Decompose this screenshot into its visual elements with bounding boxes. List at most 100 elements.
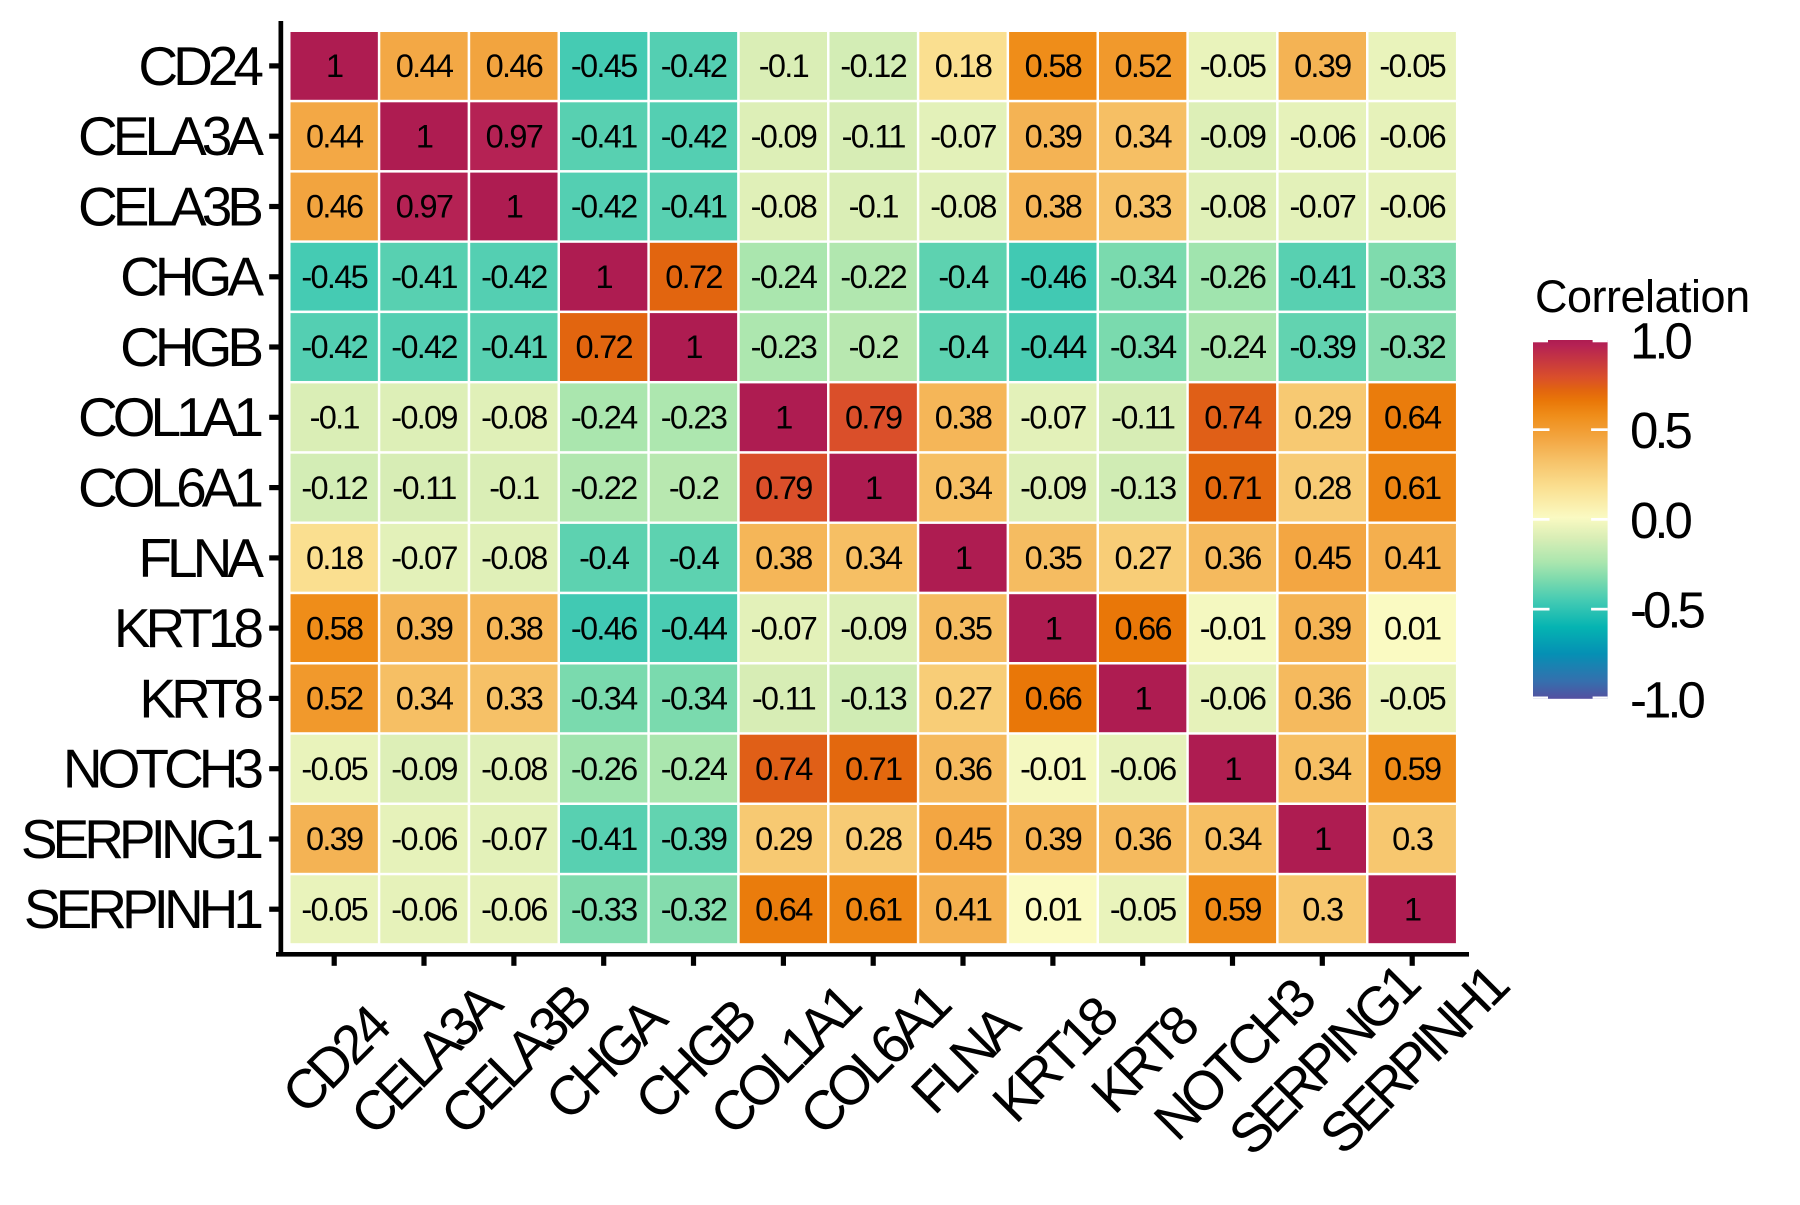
svg-text:0.58: 0.58 bbox=[1025, 48, 1082, 84]
svg-text:-0.23: -0.23 bbox=[661, 400, 727, 436]
svg-text:0.41: 0.41 bbox=[935, 891, 992, 927]
svg-text:-0.24: -0.24 bbox=[571, 400, 638, 436]
svg-text:0.58: 0.58 bbox=[306, 610, 363, 646]
svg-text:1: 1 bbox=[1135, 681, 1152, 717]
svg-text:-0.07: -0.07 bbox=[481, 821, 547, 857]
svg-text:1: 1 bbox=[1045, 610, 1062, 646]
svg-text:-0.09: -0.09 bbox=[751, 118, 817, 154]
svg-text:-0.22: -0.22 bbox=[571, 470, 637, 506]
svg-text:0.01: 0.01 bbox=[1025, 891, 1082, 927]
svg-text:-0.26: -0.26 bbox=[571, 751, 637, 787]
svg-text:-0.09: -0.09 bbox=[840, 610, 906, 646]
svg-text:-0.05: -0.05 bbox=[1379, 681, 1445, 717]
svg-text:-0.11: -0.11 bbox=[392, 470, 456, 506]
svg-text:0.59: 0.59 bbox=[1384, 751, 1441, 787]
svg-text:-0.07: -0.07 bbox=[751, 610, 817, 646]
svg-text:COL1A1: COL1A1 bbox=[78, 386, 261, 448]
svg-text:-0.08: -0.08 bbox=[930, 189, 996, 225]
svg-text:CD24: CD24 bbox=[138, 35, 262, 97]
svg-text:0.46: 0.46 bbox=[486, 48, 543, 84]
svg-text:-0.4: -0.4 bbox=[938, 329, 989, 365]
svg-text:0.36: 0.36 bbox=[935, 751, 992, 787]
svg-text:-0.32: -0.32 bbox=[1379, 329, 1445, 365]
svg-text:-0.45: -0.45 bbox=[571, 48, 637, 84]
svg-text:0.45: 0.45 bbox=[935, 821, 992, 857]
svg-text:-0.08: -0.08 bbox=[751, 189, 817, 225]
svg-text:-0.24: -0.24 bbox=[1200, 329, 1267, 365]
svg-text:-0.11: -0.11 bbox=[842, 118, 906, 154]
svg-text:1: 1 bbox=[506, 189, 523, 225]
svg-text:0.29: 0.29 bbox=[1294, 400, 1351, 436]
svg-text:0.71: 0.71 bbox=[845, 751, 902, 787]
svg-text:-0.05: -0.05 bbox=[1110, 891, 1176, 927]
svg-text:-0.32: -0.32 bbox=[661, 891, 727, 927]
svg-text:0.97: 0.97 bbox=[396, 189, 453, 225]
svg-text:-0.07: -0.07 bbox=[930, 118, 996, 154]
svg-text:-0.09: -0.09 bbox=[391, 751, 457, 787]
svg-text:0.3: 0.3 bbox=[1302, 891, 1343, 927]
svg-text:SERPING1: SERPING1 bbox=[21, 808, 262, 870]
svg-text:-0.41: -0.41 bbox=[1290, 259, 1356, 295]
svg-text:-0.12: -0.12 bbox=[840, 48, 906, 84]
svg-text:1: 1 bbox=[865, 470, 882, 506]
svg-text:1: 1 bbox=[1404, 891, 1421, 927]
svg-text:-0.46: -0.46 bbox=[571, 610, 637, 646]
svg-text:0.72: 0.72 bbox=[665, 259, 722, 295]
svg-text:-0.39: -0.39 bbox=[661, 821, 727, 857]
svg-text:-0.41: -0.41 bbox=[571, 118, 637, 154]
svg-text:0.36: 0.36 bbox=[1204, 540, 1261, 576]
svg-text:0.38: 0.38 bbox=[935, 400, 992, 436]
svg-text:0.79: 0.79 bbox=[755, 470, 812, 506]
svg-text:0.34: 0.34 bbox=[845, 540, 903, 576]
svg-text:-0.39: -0.39 bbox=[1290, 329, 1356, 365]
svg-text:-0.42: -0.42 bbox=[301, 329, 367, 365]
svg-text:-0.41: -0.41 bbox=[481, 329, 547, 365]
svg-text:FLNA: FLNA bbox=[138, 527, 264, 589]
svg-text:1: 1 bbox=[326, 48, 343, 84]
svg-text:-0.05: -0.05 bbox=[1200, 48, 1266, 84]
svg-text:0.01: 0.01 bbox=[1384, 610, 1441, 646]
svg-text:-0.05: -0.05 bbox=[301, 751, 367, 787]
svg-text:-0.08: -0.08 bbox=[481, 751, 547, 787]
svg-text:-0.4: -0.4 bbox=[938, 259, 989, 295]
svg-text:-0.07: -0.07 bbox=[1020, 400, 1086, 436]
svg-text:CELA3A: CELA3A bbox=[78, 105, 264, 167]
svg-text:-0.44: -0.44 bbox=[1020, 329, 1087, 365]
svg-text:-0.42: -0.42 bbox=[661, 48, 727, 84]
svg-text:-0.45: -0.45 bbox=[301, 259, 367, 295]
svg-text:0.44: 0.44 bbox=[306, 118, 364, 154]
svg-text:-0.06: -0.06 bbox=[1110, 751, 1176, 787]
svg-text:-0.41: -0.41 bbox=[661, 189, 727, 225]
svg-text:-0.42: -0.42 bbox=[481, 259, 547, 295]
svg-text:0.18: 0.18 bbox=[306, 540, 363, 576]
svg-text:0.44: 0.44 bbox=[396, 48, 454, 84]
svg-text:0.33: 0.33 bbox=[486, 681, 543, 717]
svg-text:-0.26: -0.26 bbox=[1200, 259, 1266, 295]
svg-text:-0.33: -0.33 bbox=[571, 891, 637, 927]
svg-text:-0.11: -0.11 bbox=[1111, 400, 1175, 436]
svg-text:-0.05: -0.05 bbox=[301, 891, 367, 927]
svg-text:-0.42: -0.42 bbox=[661, 118, 727, 154]
svg-text:0.35: 0.35 bbox=[1025, 540, 1082, 576]
svg-text:-0.07: -0.07 bbox=[391, 540, 457, 576]
svg-text:0.39: 0.39 bbox=[1025, 821, 1082, 857]
svg-text:-0.1: -0.1 bbox=[759, 48, 809, 84]
svg-text:0.72: 0.72 bbox=[575, 329, 632, 365]
svg-text:-0.42: -0.42 bbox=[571, 189, 637, 225]
svg-text:-0.1: -0.1 bbox=[310, 400, 360, 436]
svg-text:-0.24: -0.24 bbox=[751, 259, 818, 295]
svg-text:0.0: 0.0 bbox=[1630, 492, 1692, 549]
svg-text:0.52: 0.52 bbox=[306, 681, 363, 717]
svg-text:0.61: 0.61 bbox=[845, 891, 902, 927]
svg-text:-0.06: -0.06 bbox=[481, 891, 547, 927]
svg-text:-0.01: -0.01 bbox=[1200, 610, 1266, 646]
svg-text:0.3: 0.3 bbox=[1392, 821, 1433, 857]
svg-text:-0.33: -0.33 bbox=[1379, 259, 1445, 295]
svg-text:-0.46: -0.46 bbox=[1020, 259, 1086, 295]
svg-text:0.28: 0.28 bbox=[1294, 470, 1351, 506]
svg-text:-0.23: -0.23 bbox=[751, 329, 817, 365]
svg-text:0.34: 0.34 bbox=[1204, 821, 1262, 857]
svg-text:0.52: 0.52 bbox=[1114, 48, 1171, 84]
svg-text:-0.05: -0.05 bbox=[1379, 48, 1445, 84]
svg-text:0.34: 0.34 bbox=[1114, 118, 1172, 154]
